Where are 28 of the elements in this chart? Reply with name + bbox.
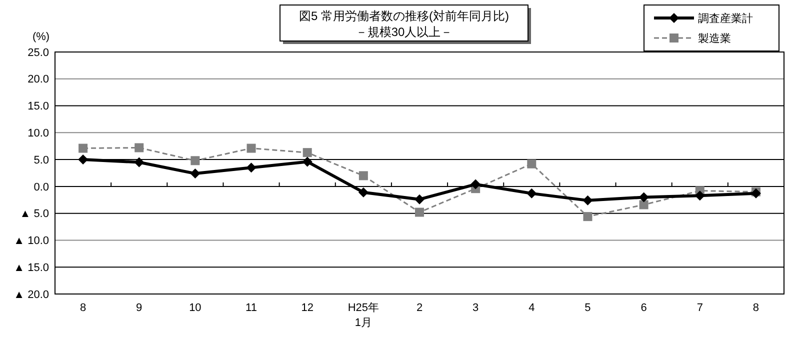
x-tick-label: H25年 1月 (348, 302, 380, 329)
y-tick-label: ▲ 10.0 (14, 235, 49, 248)
y-tick-label: 20.0 (28, 74, 49, 86)
legend-label: 調査産業計 (698, 12, 753, 25)
chart-subtitle: －規模30人以上－ (355, 25, 453, 39)
y-tick-label: 0.0 (34, 181, 49, 194)
legend-label: 製造業 (698, 32, 731, 45)
x-tick-label: 12 (301, 302, 314, 314)
y-tick-label: ▲ 5.0 (20, 208, 49, 220)
x-tick-label: 10 (189, 302, 202, 314)
y-axis-title: (%) (32, 31, 50, 43)
y-tick-label: ▲ 15.0 (14, 262, 49, 274)
x-tick-label: 2 (416, 302, 423, 314)
x-tick-label: 6 (640, 302, 647, 314)
x-tick-label: 8 (80, 302, 86, 314)
x-tick-label: 3 (472, 302, 479, 314)
y-tick-label: 25.0 (28, 46, 49, 59)
y-tick-label: ▲ 20.0 (14, 288, 49, 301)
x-tick-label: 5 (584, 302, 591, 314)
y-tick-label: 10.0 (28, 128, 49, 140)
x-tick-label: 7 (696, 302, 703, 314)
y-tick-label: 5.0 (34, 154, 49, 166)
x-tick-label: 11 (246, 302, 257, 314)
chart-title: 図5 常用労働者数の推移(対前年同月比) (299, 9, 510, 23)
x-tick-label: 9 (136, 302, 142, 314)
x-tick-label: 8 (752, 302, 760, 314)
y-tick-label: 15.0 (28, 100, 49, 113)
x-tick-label: 4 (528, 302, 535, 314)
